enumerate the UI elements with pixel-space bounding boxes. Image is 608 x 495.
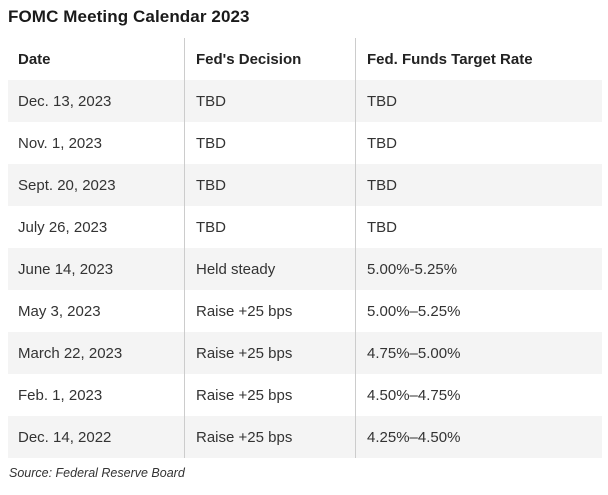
decision-cell: TBD	[184, 122, 355, 164]
rate-cell: 5.00%-5.25%	[355, 248, 602, 290]
table-header-row: Date Fed's Decision Fed. Funds Target Ra…	[8, 38, 602, 80]
table-row: Dec. 13, 2023 TBD TBD	[8, 80, 602, 122]
rate-cell: TBD	[355, 80, 602, 122]
date-cell: March 22, 2023	[18, 344, 123, 362]
date-cell: May 3, 2023	[18, 302, 101, 320]
decision-cell: TBD	[184, 164, 355, 206]
table-row: July 26, 2023 TBD TBD	[8, 206, 602, 248]
rate-cell: 4.75%–5.00%	[355, 332, 602, 374]
date-cell: Dec. 14, 2022	[18, 428, 112, 446]
table-row: Feb. 1, 2023 Raise +25 bps 4.50%–4.75%	[8, 374, 602, 416]
date-cell: Sept. 20, 2023	[18, 176, 116, 194]
date-cell: Dec. 13, 2023	[18, 92, 112, 110]
date-cell: June 14, 2023	[18, 260, 114, 278]
rate-cell: 4.50%–4.75%	[355, 374, 602, 416]
table-row: June 14, 2023 Held steady 5.00%-5.25%	[8, 248, 602, 290]
table-row: May 3, 2023 Raise +25 bps 5.00%–5.25%	[8, 290, 602, 332]
table-row: Nov. 1, 2023 TBD TBD	[8, 122, 602, 164]
decision-cell: TBD	[184, 80, 355, 122]
column-header-date: Date	[18, 50, 51, 68]
rate-cell: TBD	[355, 164, 602, 206]
decision-cell: Raise +25 bps	[184, 332, 355, 374]
date-cell: July 26, 2023	[18, 218, 108, 236]
decision-cell: TBD	[184, 206, 355, 248]
column-header-decision: Fed's Decision	[184, 38, 355, 80]
source-attribution: Source: Federal Reserve Board	[9, 466, 185, 480]
table-row: Dec. 14, 2022 Raise +25 bps 4.25%–4.50%	[8, 416, 602, 458]
rate-cell: 5.00%–5.25%	[355, 290, 602, 332]
page-title: FOMC Meeting Calendar 2023	[8, 7, 250, 26]
rate-cell: TBD	[355, 206, 602, 248]
fomc-table: Date Fed's Decision Fed. Funds Target Ra…	[8, 38, 602, 458]
rate-cell: 4.25%–4.50%	[355, 416, 602, 458]
decision-cell: Raise +25 bps	[184, 290, 355, 332]
table-row: March 22, 2023 Raise +25 bps 4.75%–5.00%	[8, 332, 602, 374]
decision-cell: Raise +25 bps	[184, 374, 355, 416]
rate-cell: TBD	[355, 122, 602, 164]
table-row: Sept. 20, 2023 TBD TBD	[8, 164, 602, 206]
decision-cell: Held steady	[184, 248, 355, 290]
date-cell: Feb. 1, 2023	[18, 386, 103, 404]
column-header-rate: Fed. Funds Target Rate	[355, 38, 602, 80]
decision-cell: Raise +25 bps	[184, 416, 355, 458]
date-cell: Nov. 1, 2023	[18, 134, 102, 152]
